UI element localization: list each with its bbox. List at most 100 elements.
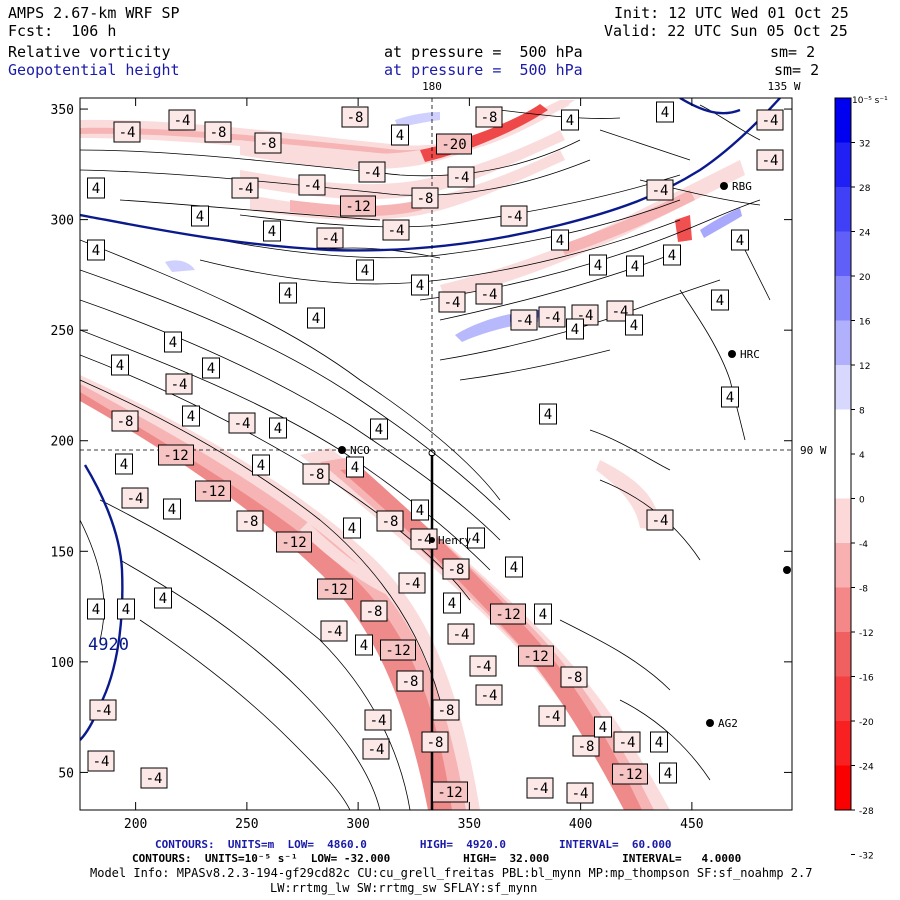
vorticity-label-box bbox=[115, 453, 133, 475]
vorticity-label-box bbox=[659, 762, 677, 784]
colorbar-swatch bbox=[835, 365, 851, 410]
vorticity-label: -4 bbox=[652, 183, 669, 199]
colorbar-tick-label: 12 bbox=[859, 362, 870, 372]
vorticity-label-box bbox=[87, 598, 105, 620]
vorticity-label: -8 bbox=[308, 467, 325, 483]
vorticity-label: -8 bbox=[260, 136, 277, 152]
vorticity-label-box bbox=[87, 750, 115, 772]
y-tick-label: 100 bbox=[51, 656, 74, 671]
vorticity-label-box bbox=[566, 782, 594, 804]
vorticity-label-box bbox=[343, 517, 361, 539]
station-label: AG2 bbox=[718, 717, 738, 730]
vorticity-label: -8 bbox=[117, 414, 134, 430]
colorbar-swatch bbox=[835, 187, 851, 232]
y-tick-label: 150 bbox=[51, 545, 74, 560]
vorticity-label-box bbox=[380, 639, 416, 661]
vorticity-label-box bbox=[505, 556, 523, 578]
vorticity-label: 4 bbox=[375, 422, 383, 438]
vorticity-label: 4 bbox=[274, 421, 282, 437]
x-tick-label: 350 bbox=[458, 817, 481, 832]
vorticity-label: 4 bbox=[416, 503, 424, 519]
station-marker bbox=[706, 719, 714, 727]
station-label: NCO bbox=[350, 444, 370, 457]
vorticity-label: 4 bbox=[360, 638, 368, 654]
y-tick-label: 50 bbox=[58, 766, 74, 781]
vorticity-label: -12 bbox=[385, 643, 410, 659]
vorticity-label-box bbox=[411, 499, 429, 521]
vorticity-label-box bbox=[298, 174, 326, 196]
colorbar-swatch bbox=[835, 676, 851, 722]
vorticity-label-box bbox=[538, 306, 566, 328]
colorbar-tick-label: 24 bbox=[859, 229, 871, 239]
vorticity-label: 4 bbox=[196, 209, 204, 225]
colorbar-swatch bbox=[835, 498, 851, 544]
vorticity-label: 4 bbox=[351, 460, 359, 476]
vorticity-label-box bbox=[111, 354, 129, 376]
model-info-physics: LW:rrtmg_lw SW:rrtmg_sw SFLAY:sf_mynn bbox=[270, 881, 538, 895]
vorticity-label: -4 bbox=[234, 416, 251, 432]
station-marker bbox=[428, 449, 436, 457]
height-contour-label: 4920 bbox=[88, 635, 129, 655]
vorticity-label-box bbox=[340, 195, 376, 217]
vorticity-label: -4 bbox=[95, 703, 112, 719]
y-tick-label: 350 bbox=[51, 103, 74, 118]
vorticity-label-box bbox=[443, 592, 461, 614]
vorticity-label-box bbox=[534, 603, 552, 625]
vorticity-label: -12 bbox=[617, 767, 642, 783]
vorticity-label: 4 bbox=[92, 181, 100, 197]
vorticity-label-box bbox=[410, 528, 438, 550]
vorticity-label: -4 bbox=[326, 624, 343, 640]
vorticity-label: -20 bbox=[441, 137, 466, 153]
vorticity-label-box bbox=[360, 600, 388, 622]
vorticity-label: -4 bbox=[171, 377, 188, 393]
colorbar-swatch bbox=[835, 543, 851, 588]
vorticity-label-box bbox=[421, 731, 449, 753]
vorticity-label: 4 bbox=[348, 521, 356, 537]
x-tick-marks bbox=[135, 98, 693, 810]
vorticity-label: -4 bbox=[119, 125, 136, 141]
vorticity-label-box bbox=[490, 603, 526, 625]
vorticity-label-box bbox=[594, 716, 612, 738]
station-marker bbox=[783, 566, 791, 574]
vorticity-label-box bbox=[411, 274, 429, 296]
colorbar-tick-label: -28 bbox=[859, 807, 874, 817]
vorticity-label-box bbox=[566, 318, 584, 340]
vorticity-label: 4 bbox=[594, 258, 602, 274]
vorticity-contour-info: CONTOURS: UNITS=10⁻⁵ s⁻¹ LOW= -32.000 HI… bbox=[132, 852, 742, 865]
vorticity-label: -4 bbox=[416, 532, 433, 548]
vorticity-label: -4 bbox=[619, 735, 636, 751]
init-time: Init: 12 UTC Wed 01 Oct 25 bbox=[614, 4, 849, 22]
field2-name: Geopotential height bbox=[8, 61, 180, 79]
vorticity-label-box bbox=[362, 738, 390, 760]
height-contours bbox=[80, 98, 781, 741]
station-marker bbox=[338, 446, 346, 454]
colorbar-swatch bbox=[835, 765, 851, 811]
station-label: Henry bbox=[438, 534, 471, 547]
vorticity-label-box bbox=[663, 244, 681, 266]
vorticity-label-box bbox=[168, 109, 196, 131]
vorticity-label: -4 bbox=[762, 113, 779, 129]
vorticity-label-box bbox=[721, 386, 739, 408]
vorticity-label-box bbox=[613, 731, 641, 753]
station-marker bbox=[720, 182, 728, 190]
vorticity-label-box bbox=[236, 510, 264, 532]
vorticity-label-box bbox=[121, 487, 149, 509]
x-tick-label: 200 bbox=[124, 817, 147, 832]
vorticity-label-box bbox=[89, 699, 117, 721]
valid-time: Valid: 22 UTC Sun 05 Oct 25 bbox=[604, 22, 848, 40]
vorticity-label-box bbox=[539, 403, 557, 425]
vorticity-label-box bbox=[191, 205, 209, 227]
vorticity-label: -8 bbox=[210, 125, 227, 141]
vorticity-label: 4 bbox=[655, 735, 663, 751]
vorticity-label: -4 bbox=[532, 781, 549, 797]
vorticity-label: -4 bbox=[237, 181, 254, 197]
x-tick-label: 400 bbox=[569, 817, 592, 832]
vorticity-label: -12 bbox=[163, 448, 188, 464]
vorticity-label: -8 bbox=[427, 735, 444, 751]
vorticity-label-box bbox=[140, 767, 168, 789]
vorticity-label: 4 bbox=[631, 259, 639, 275]
vorticity-label: 4 bbox=[159, 591, 167, 607]
vorticity-label: 4 bbox=[168, 502, 176, 518]
vorticity-label: -8 bbox=[578, 739, 595, 755]
vorticity-label-box bbox=[447, 166, 475, 188]
